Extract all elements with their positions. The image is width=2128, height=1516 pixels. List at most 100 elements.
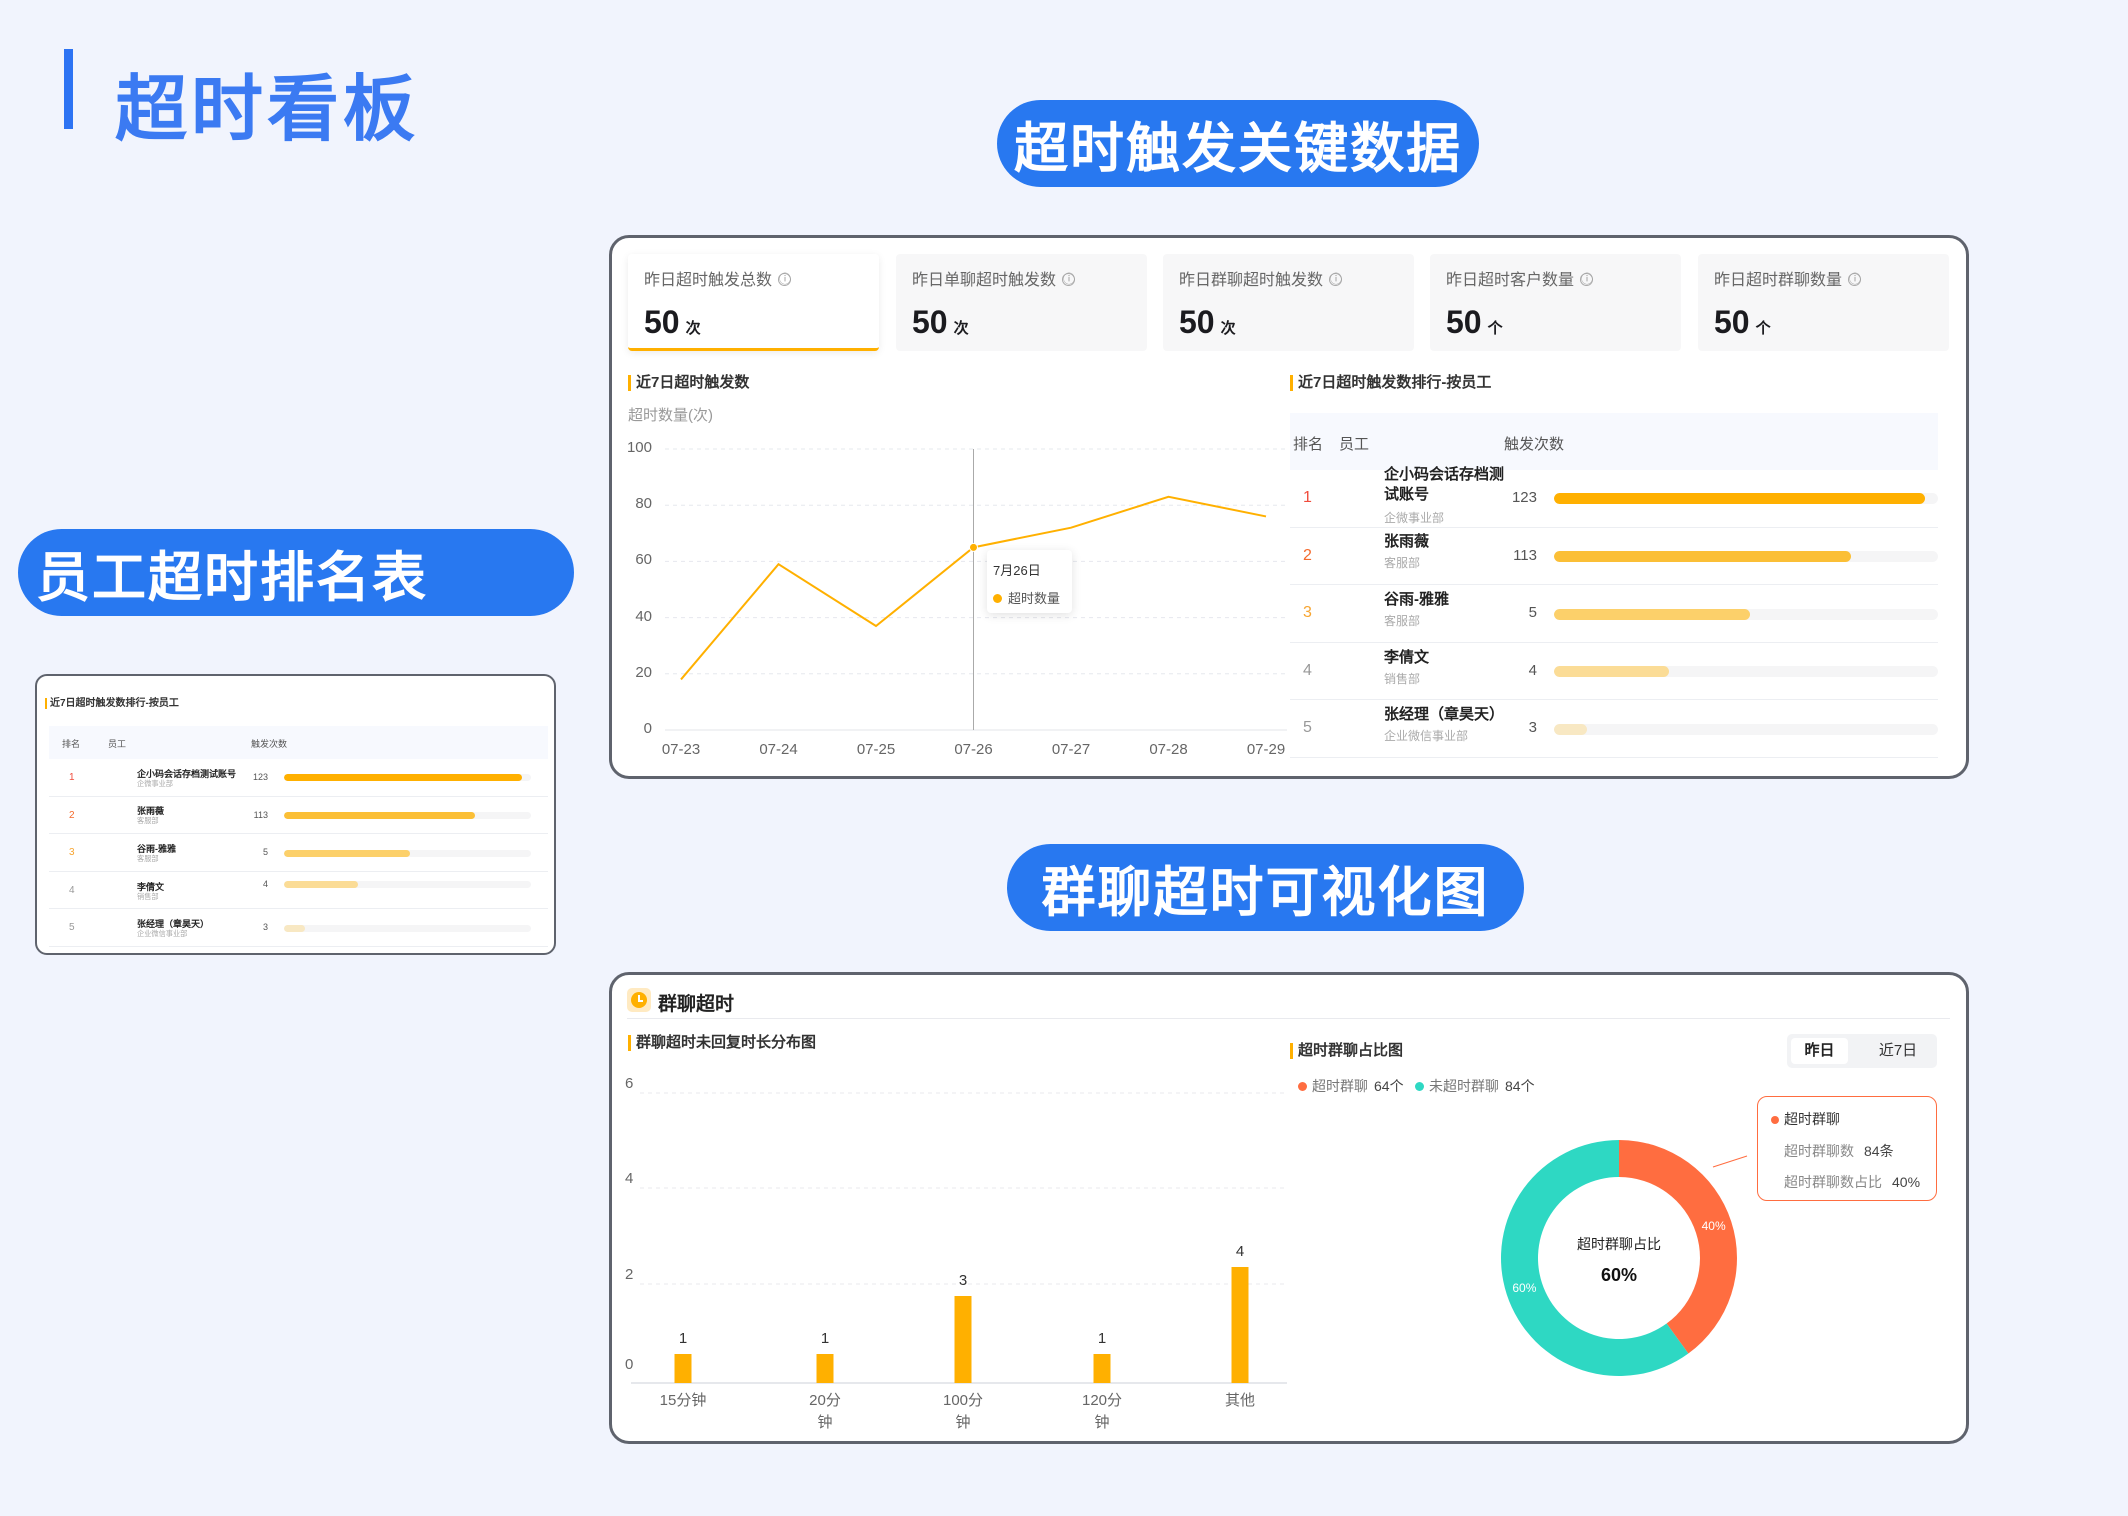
rank-number: 1	[1303, 489, 1312, 507]
rank-number: 4	[1303, 661, 1312, 679]
legend-item[interactable]: 超时群聊 64个	[1298, 1076, 1404, 1096]
trigger-count: 113	[1513, 546, 1537, 564]
column-header: 员工	[108, 739, 127, 750]
table-row[interactable]	[1290, 470, 1938, 528]
period-toggle: 昨日 近7日	[1787, 1034, 1937, 1068]
info-icon[interactable]: ⓘ	[1062, 272, 1076, 286]
employee-name: 谷雨-雅雅	[1384, 591, 1449, 608]
y-tick-label: 0	[625, 1356, 634, 1373]
column-header: 触发次数	[1504, 435, 1565, 453]
x-tick-label: 100分钟	[942, 1392, 984, 1431]
info-icon[interactable]: ⓘ	[778, 272, 792, 286]
x-tick-label: 20分钟	[809, 1392, 841, 1431]
x-tick-label: 07-28	[1149, 741, 1188, 758]
progress-bar	[284, 811, 531, 819]
pie-tooltip-value: 40%	[1892, 1174, 1921, 1190]
stat-card[interactable]: 昨日群聊超时触发数 ⓘ 50 次	[1163, 254, 1414, 351]
rank-number: 3	[69, 847, 75, 859]
y-tick-label: 60	[635, 551, 652, 569]
y-tick-label: 80	[635, 495, 652, 513]
employee-dept: 企微事业部	[1384, 510, 1445, 525]
stat-value: 50 个	[1714, 304, 1771, 341]
x-tick-label: 07-26	[954, 741, 993, 758]
toggle-yesterday[interactable]: 昨日	[1791, 1038, 1848, 1064]
stat-number: 50	[1714, 304, 1750, 340]
info-icon[interactable]: ⓘ	[1580, 272, 1594, 286]
trigger-count: 113	[253, 809, 268, 820]
table-row[interactable]	[49, 759, 548, 797]
info-icon[interactable]: ⓘ	[1329, 272, 1343, 286]
stat-label: 昨日超时触发总数 ⓘ	[644, 266, 791, 290]
bar-data-label: 1	[678, 1330, 688, 1347]
stat-number: 50	[644, 304, 680, 340]
bar-chart-title: 群聊超时未回复时长分布图	[628, 1035, 816, 1051]
stat-number: 50	[1179, 304, 1215, 340]
x-tick-label: 07-25	[856, 741, 896, 758]
progress-bar	[1554, 608, 1938, 620]
trigger-count: 5	[1528, 604, 1537, 622]
pie-tooltip-key: 超时群聊数占比	[1784, 1174, 1882, 1190]
bar-data-label: 1	[1097, 1330, 1107, 1347]
table-row[interactable]	[49, 797, 548, 835]
pie-chart-title: 超时群聊占比图	[1290, 1043, 1403, 1059]
toggle-7days[interactable]: 近7日	[1878, 1042, 1918, 1059]
stat-card[interactable]: 昨日单聊超时触发数 ⓘ 50 次	[896, 254, 1147, 351]
table-header	[1290, 413, 1938, 470]
slice-label: 60%	[1512, 1280, 1537, 1295]
table-row[interactable]	[1290, 700, 1938, 758]
tooltip-date: 7月26日	[993, 563, 1041, 578]
y-tick-label: 20	[635, 663, 652, 681]
rank-number: 5	[1303, 719, 1312, 737]
group-chat-card	[609, 972, 1969, 1444]
stat-label: 昨日超时客户数量 ⓘ	[1446, 266, 1593, 290]
table-row[interactable]	[1290, 643, 1938, 701]
series-dot-icon	[1771, 1116, 1779, 1124]
progress-bar-fill	[1554, 723, 1587, 735]
table-row[interactable]	[1290, 585, 1938, 643]
progress-bar	[284, 924, 531, 932]
employee-dept: 客服部	[137, 854, 159, 863]
line-chart-tooltip: 7月26日 超时数量 65	[987, 550, 1072, 613]
table-row[interactable]	[49, 909, 548, 947]
stat-card[interactable]: 昨日超时触发总数 ⓘ 50 次	[628, 254, 879, 351]
legend-item[interactable]: 未超时群聊 84个	[1415, 1076, 1535, 1096]
table-row[interactable]	[49, 834, 548, 872]
employee-name: 谷雨-雅雅	[137, 844, 176, 854]
y-tick-label: 2	[625, 1266, 634, 1283]
stat-card[interactable]: 昨日超时客户数量 ⓘ 50 个	[1430, 254, 1681, 351]
y-tick-label: 4	[625, 1170, 634, 1187]
stat-card[interactable]: 昨日超时群聊数量 ⓘ 50 个	[1698, 254, 1949, 351]
bar-data-label: 4	[1235, 1243, 1245, 1260]
progress-bar	[1554, 666, 1938, 678]
stat-label-text: 昨日超时客户数量	[1446, 272, 1575, 289]
employee-dept: 客服部	[1384, 614, 1421, 628]
stat-number: 50	[912, 304, 948, 340]
legend-count: 64个	[1374, 1078, 1404, 1094]
employee-name: 张雨薇	[1384, 533, 1430, 551]
pie-tooltip-row: 超时群聊数 84条	[1784, 1141, 1894, 1161]
employee-name: 李倩文	[137, 881, 165, 892]
column-header: 排名	[62, 739, 81, 750]
column-header: 员工	[1339, 435, 1370, 453]
rank-number: 1	[69, 771, 75, 783]
title-accent-bar	[64, 49, 73, 129]
data-point	[969, 542, 978, 552]
employee-name: 张经理（章昊天）	[1384, 706, 1505, 724]
stat-unit: 个	[1755, 320, 1771, 337]
info-icon[interactable]: ⓘ	[1848, 272, 1862, 286]
progress-bar	[284, 849, 531, 857]
trigger-count: 4	[262, 878, 268, 889]
section-pill-ranking: 员工超时排名表	[18, 529, 574, 616]
rank-number: 3	[1303, 604, 1312, 622]
employee-dept: 企业微信事业部	[1384, 729, 1469, 744]
table-row[interactable]	[49, 872, 548, 910]
bar-data-label: 1	[820, 1330, 830, 1347]
table-row[interactable]	[1290, 528, 1938, 586]
employee-name: 李倩文	[1384, 648, 1430, 666]
progress-bar	[284, 774, 531, 782]
donut-center-value: 60%	[1600, 1265, 1638, 1285]
group-panel-title: 群聊超时	[658, 994, 735, 1015]
pie-tooltip-series: 超时群聊	[1771, 1109, 1840, 1129]
progress-bar	[1554, 723, 1938, 735]
